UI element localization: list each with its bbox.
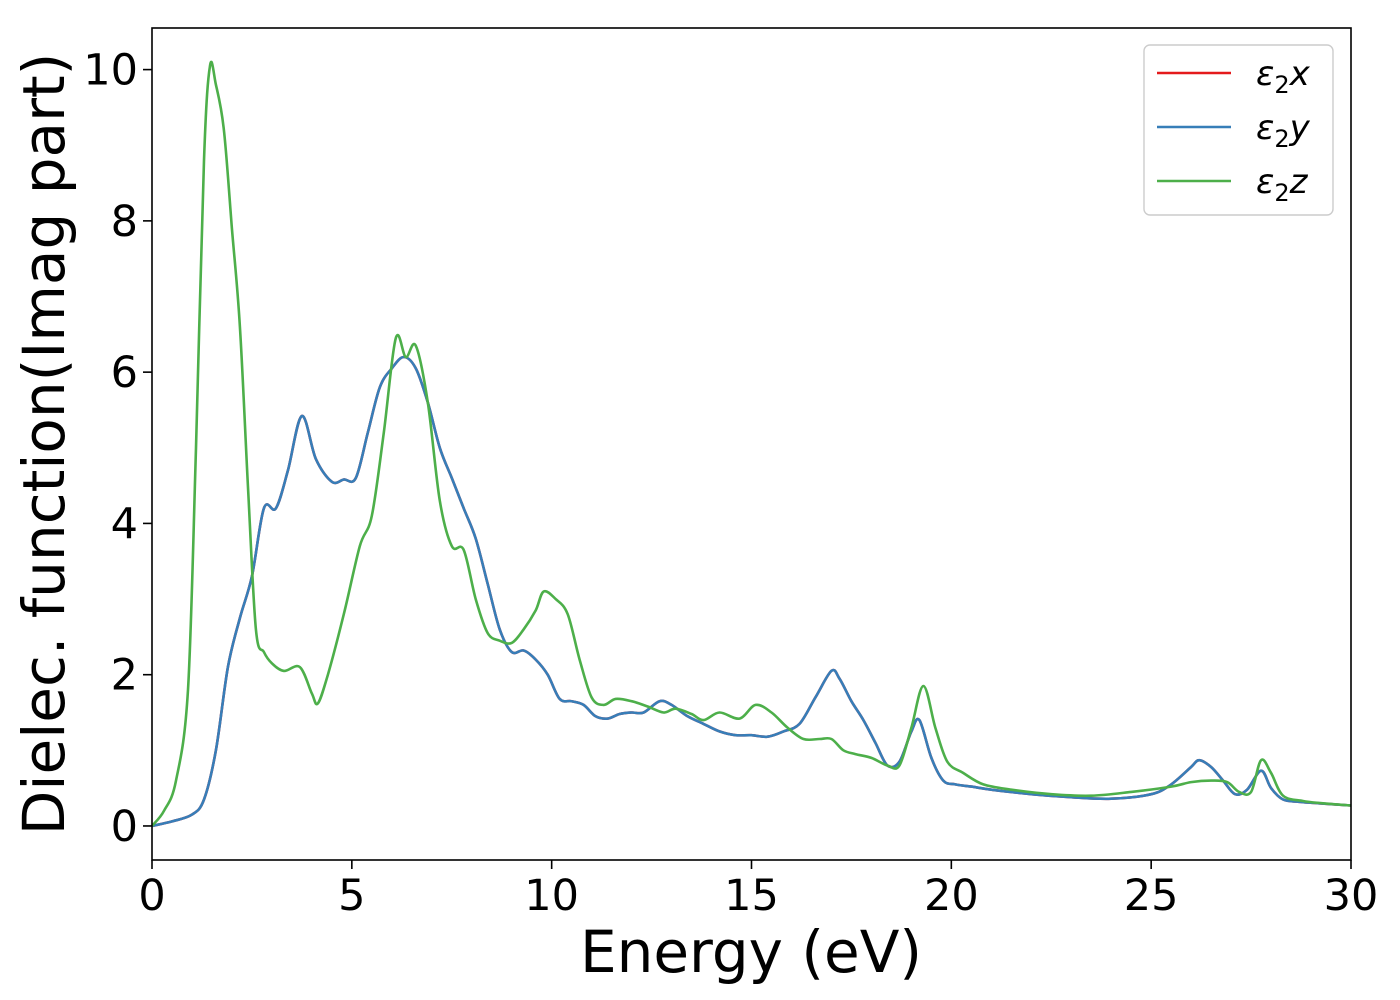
x-tick-label: 30 [1324, 871, 1379, 921]
x-axis-title: Energy (eV) [580, 918, 922, 986]
x-axis: 0 5 10 15 20 25 30 [138, 860, 1378, 921]
y-axis-title: Dielec. function(Imag part) [10, 53, 78, 836]
y-tick-label: 6 [111, 348, 138, 398]
y-tick-label: 2 [111, 651, 138, 701]
x-tick-label: 20 [924, 871, 979, 921]
x-tick-label: 5 [338, 871, 365, 921]
series-line-z [150, 60, 1352, 827]
y-axis: 0 2 4 6 8 10 [83, 46, 152, 852]
legend-box [1143, 44, 1334, 216]
legend-label-y: ε2y [1256, 108, 1311, 153]
y-tick-label: 10 [83, 46, 138, 96]
x-tick-label: 25 [1124, 871, 1179, 921]
y-tick-label: 0 [111, 802, 138, 852]
legend: ε2x ε2y ε2z [1143, 44, 1334, 216]
x-tick-label: 15 [724, 871, 779, 921]
series-line-y [151, 355, 1352, 828]
series-layer [150, 60, 1352, 828]
legend-label-z: ε2z [1256, 162, 1309, 207]
x-tick-label: 10 [524, 871, 579, 921]
y-tick-label: 4 [111, 499, 138, 549]
x-tick-label: 0 [138, 871, 165, 921]
y-tick-label: 8 [111, 197, 138, 247]
legend-label-x: ε2x [1256, 54, 1311, 99]
